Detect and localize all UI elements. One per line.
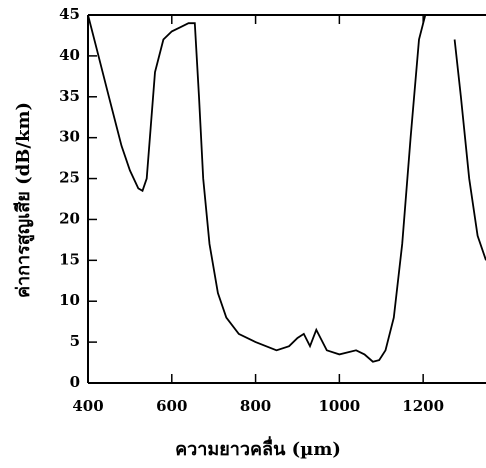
x-tick-label: 400 [72,397,103,415]
y-tick-label: 25 [59,169,80,187]
x-tick-label: 800 [240,397,271,415]
y-tick-label: 15 [59,250,80,268]
y-tick-label: 35 [59,87,80,105]
x-axis-label: ความยาวคลื่น (µm) [175,436,341,460]
x-tick-label: 600 [156,397,187,415]
y-tick-label: 0 [70,373,80,391]
y-tick-label: 5 [70,332,80,350]
y-tick-label: 20 [59,209,80,227]
y-tick-label: 30 [59,128,80,146]
y-tick-label: 10 [59,291,80,309]
data-line [88,15,486,363]
x-tick-label: 1000 [318,397,360,415]
y-tick-label: 45 [59,5,80,23]
x-tick-label: 1200 [402,397,444,415]
y-tick-label: 40 [59,46,80,64]
y-axis-label: ค่าการสูญเสีย (dB/km) [13,102,35,298]
